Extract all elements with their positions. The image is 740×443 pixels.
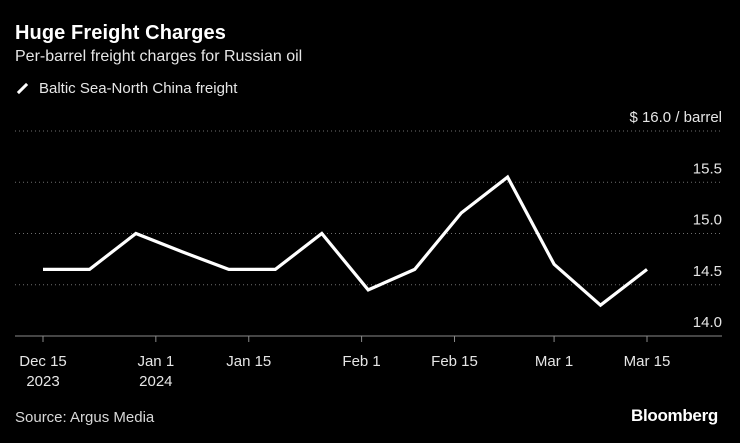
- series-line-baltic-north-china: [43, 174, 648, 308]
- legend-label: Baltic Sea-North China freight: [39, 80, 238, 97]
- x-tick-year-label: 2023: [26, 373, 59, 390]
- y-tick-label: $ 16.0 / barrel: [629, 109, 722, 126]
- y-tick-label: 14.5: [693, 263, 722, 280]
- x-tick-label: Dec 15: [19, 353, 67, 370]
- x-tick-label: Jan 1: [137, 353, 174, 370]
- x-tick-label: Feb 1: [342, 353, 380, 370]
- x-tick-label: Mar 1: [535, 353, 573, 370]
- legend: Baltic Sea-North China freight: [15, 80, 237, 97]
- x-tick-label: Feb 15: [431, 353, 478, 370]
- x-tick-label: Jan 15: [226, 353, 271, 370]
- chart-subtitle: Per-barrel freight charges for Russian o…: [15, 48, 303, 65]
- source-note: Source: Argus Media: [15, 409, 155, 426]
- bloomberg-logo: Bloomberg: [630, 406, 718, 425]
- x-tick-year-label: 2024: [139, 373, 172, 390]
- y-tick-label: 14.0: [693, 314, 722, 331]
- chart-title: Huge Freight Charges: [15, 22, 226, 44]
- y-tick-label: 15.5: [693, 160, 722, 177]
- y-tick-label: 15.0: [693, 212, 722, 229]
- x-tick-label: Mar 15: [624, 353, 671, 370]
